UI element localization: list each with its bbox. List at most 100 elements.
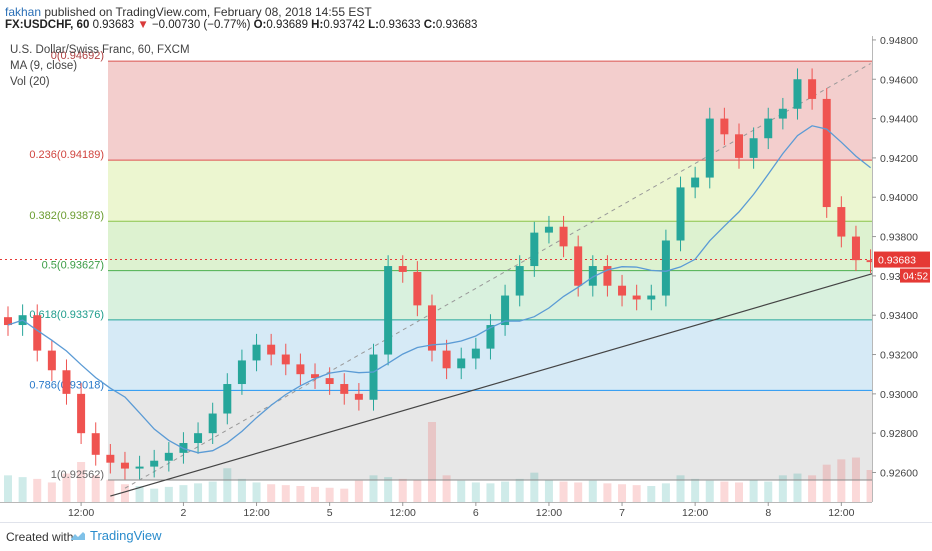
- time-tick-label: 12:00: [243, 507, 269, 519]
- candle-body: [837, 207, 846, 237]
- candle-body: [661, 240, 670, 296]
- candle-body: [398, 266, 407, 272]
- candle-body: [501, 295, 510, 326]
- candle-body: [720, 118, 729, 135]
- volume-bar: [164, 486, 173, 502]
- candle-body: [311, 374, 320, 379]
- candle-body: [749, 138, 758, 158]
- volume-bar: [735, 482, 743, 502]
- volume-bar: [135, 486, 144, 502]
- candle-body: [559, 226, 568, 247]
- volume-bar: [691, 478, 700, 502]
- volume-bar: [822, 464, 831, 502]
- volume-bars: [4, 422, 875, 502]
- time-tick-label: 5: [327, 507, 333, 519]
- symbol-interval: FX:USDCHF, 60: [5, 19, 90, 31]
- volume-bar: [267, 484, 276, 502]
- volume-bar: [340, 488, 349, 502]
- volume-bar: [457, 480, 466, 502]
- published-text: published on TradingView.com, February 0…: [41, 5, 372, 19]
- volume-bar: [281, 485, 290, 502]
- volume-bar: [413, 479, 422, 502]
- volume-bar: [33, 478, 42, 502]
- volume-bar: [427, 422, 436, 502]
- close-value: 0.93683: [435, 19, 478, 31]
- candle-body: [866, 260, 875, 263]
- created-with-text: Created with: [6, 530, 74, 544]
- volume-bar: [208, 481, 217, 502]
- last-price-label: 0.93683: [878, 255, 916, 267]
- candle-body: [603, 266, 612, 286]
- ma-line: [7, 125, 872, 454]
- volume-bar: [442, 475, 451, 502]
- price-tick-label: 0.92800: [880, 428, 918, 440]
- volume-bar: [588, 480, 597, 502]
- candle-body: [413, 271, 422, 306]
- ma-indicator-label[interactable]: MA (9, close): [10, 60, 77, 72]
- candle-body: [325, 378, 334, 385]
- volume-bar: [77, 462, 86, 502]
- candle-body: [676, 187, 685, 241]
- candle-body: [120, 462, 129, 469]
- price-tick-label: 0.93200: [880, 350, 918, 362]
- vol-indicator-label[interactable]: Vol (20): [10, 76, 50, 88]
- time-tick-label: 2: [181, 507, 187, 519]
- high-label: H:: [311, 19, 324, 31]
- candle-body: [267, 344, 276, 355]
- candle-body: [647, 295, 656, 300]
- down-arrow-icon: ▼: [137, 19, 149, 31]
- candle-body: [618, 285, 627, 296]
- volume-bar: [398, 478, 407, 502]
- volume-bar: [837, 459, 846, 502]
- candle-body: [340, 384, 349, 394]
- price-change: −0.00730 (−0.77%): [151, 19, 251, 31]
- candle-body: [4, 317, 12, 326]
- volume-bar: [179, 485, 188, 502]
- volume-bar: [618, 484, 627, 502]
- volume-bar: [237, 478, 246, 502]
- tradingview-brand: TradingView: [90, 528, 162, 543]
- candle-body: [252, 344, 261, 361]
- candle-body: [471, 348, 480, 359]
- volume-bar: [749, 479, 758, 502]
- time-tick-label: 7: [619, 507, 625, 519]
- volume-bar: [106, 479, 115, 502]
- volume-bar: [574, 482, 583, 502]
- candle-body: [808, 79, 817, 99]
- countdown-badge: [900, 268, 930, 283]
- volume-bar: [91, 475, 100, 502]
- tradingview-link[interactable]: TradingView: [70, 528, 162, 543]
- volume-bar: [808, 475, 817, 502]
- candle-body: [223, 384, 232, 414]
- candle-body: [281, 354, 290, 365]
- candle-body: [793, 79, 802, 109]
- low-value: 0.93633: [378, 19, 421, 31]
- dashed-trend-line[interactable]: [124, 63, 871, 489]
- tradingview-logo-icon: [71, 531, 85, 540]
- volume-bar: [311, 486, 320, 502]
- price-chart[interactable]: 0(0.94692)0.236(0.94189)0.382(0.93878)0.…: [0, 36, 932, 522]
- candle-body: [47, 350, 56, 371]
- volume-bar: [793, 473, 802, 502]
- candle-body: [33, 315, 42, 351]
- candle-body: [106, 454, 115, 463]
- volume-bar: [120, 484, 129, 502]
- author-link[interactable]: fakhan: [5, 5, 42, 19]
- volume-bar: [559, 481, 568, 502]
- candles: [4, 68, 875, 480]
- fib-level-label: 0(0.94692): [51, 50, 104, 62]
- candle-body: [735, 134, 743, 158]
- price-tick-label: 0.94600: [880, 74, 918, 86]
- trend-line[interactable]: [110, 269, 886, 497]
- price-tick-label: 0.94200: [880, 153, 918, 165]
- high-value: 0.93742: [323, 19, 365, 31]
- candle-body: [427, 305, 436, 351]
- publish-line: fakhan published on TradingView.com, Feb…: [5, 5, 372, 19]
- last-price: 0.93683: [92, 19, 135, 31]
- volume-bar: [866, 470, 875, 502]
- candle-body: [237, 360, 246, 385]
- volume-bar: [62, 473, 71, 502]
- volume-bar: [530, 472, 539, 502]
- candle-body: [442, 350, 451, 369]
- fib-level-label: 1(0.92562): [51, 469, 104, 481]
